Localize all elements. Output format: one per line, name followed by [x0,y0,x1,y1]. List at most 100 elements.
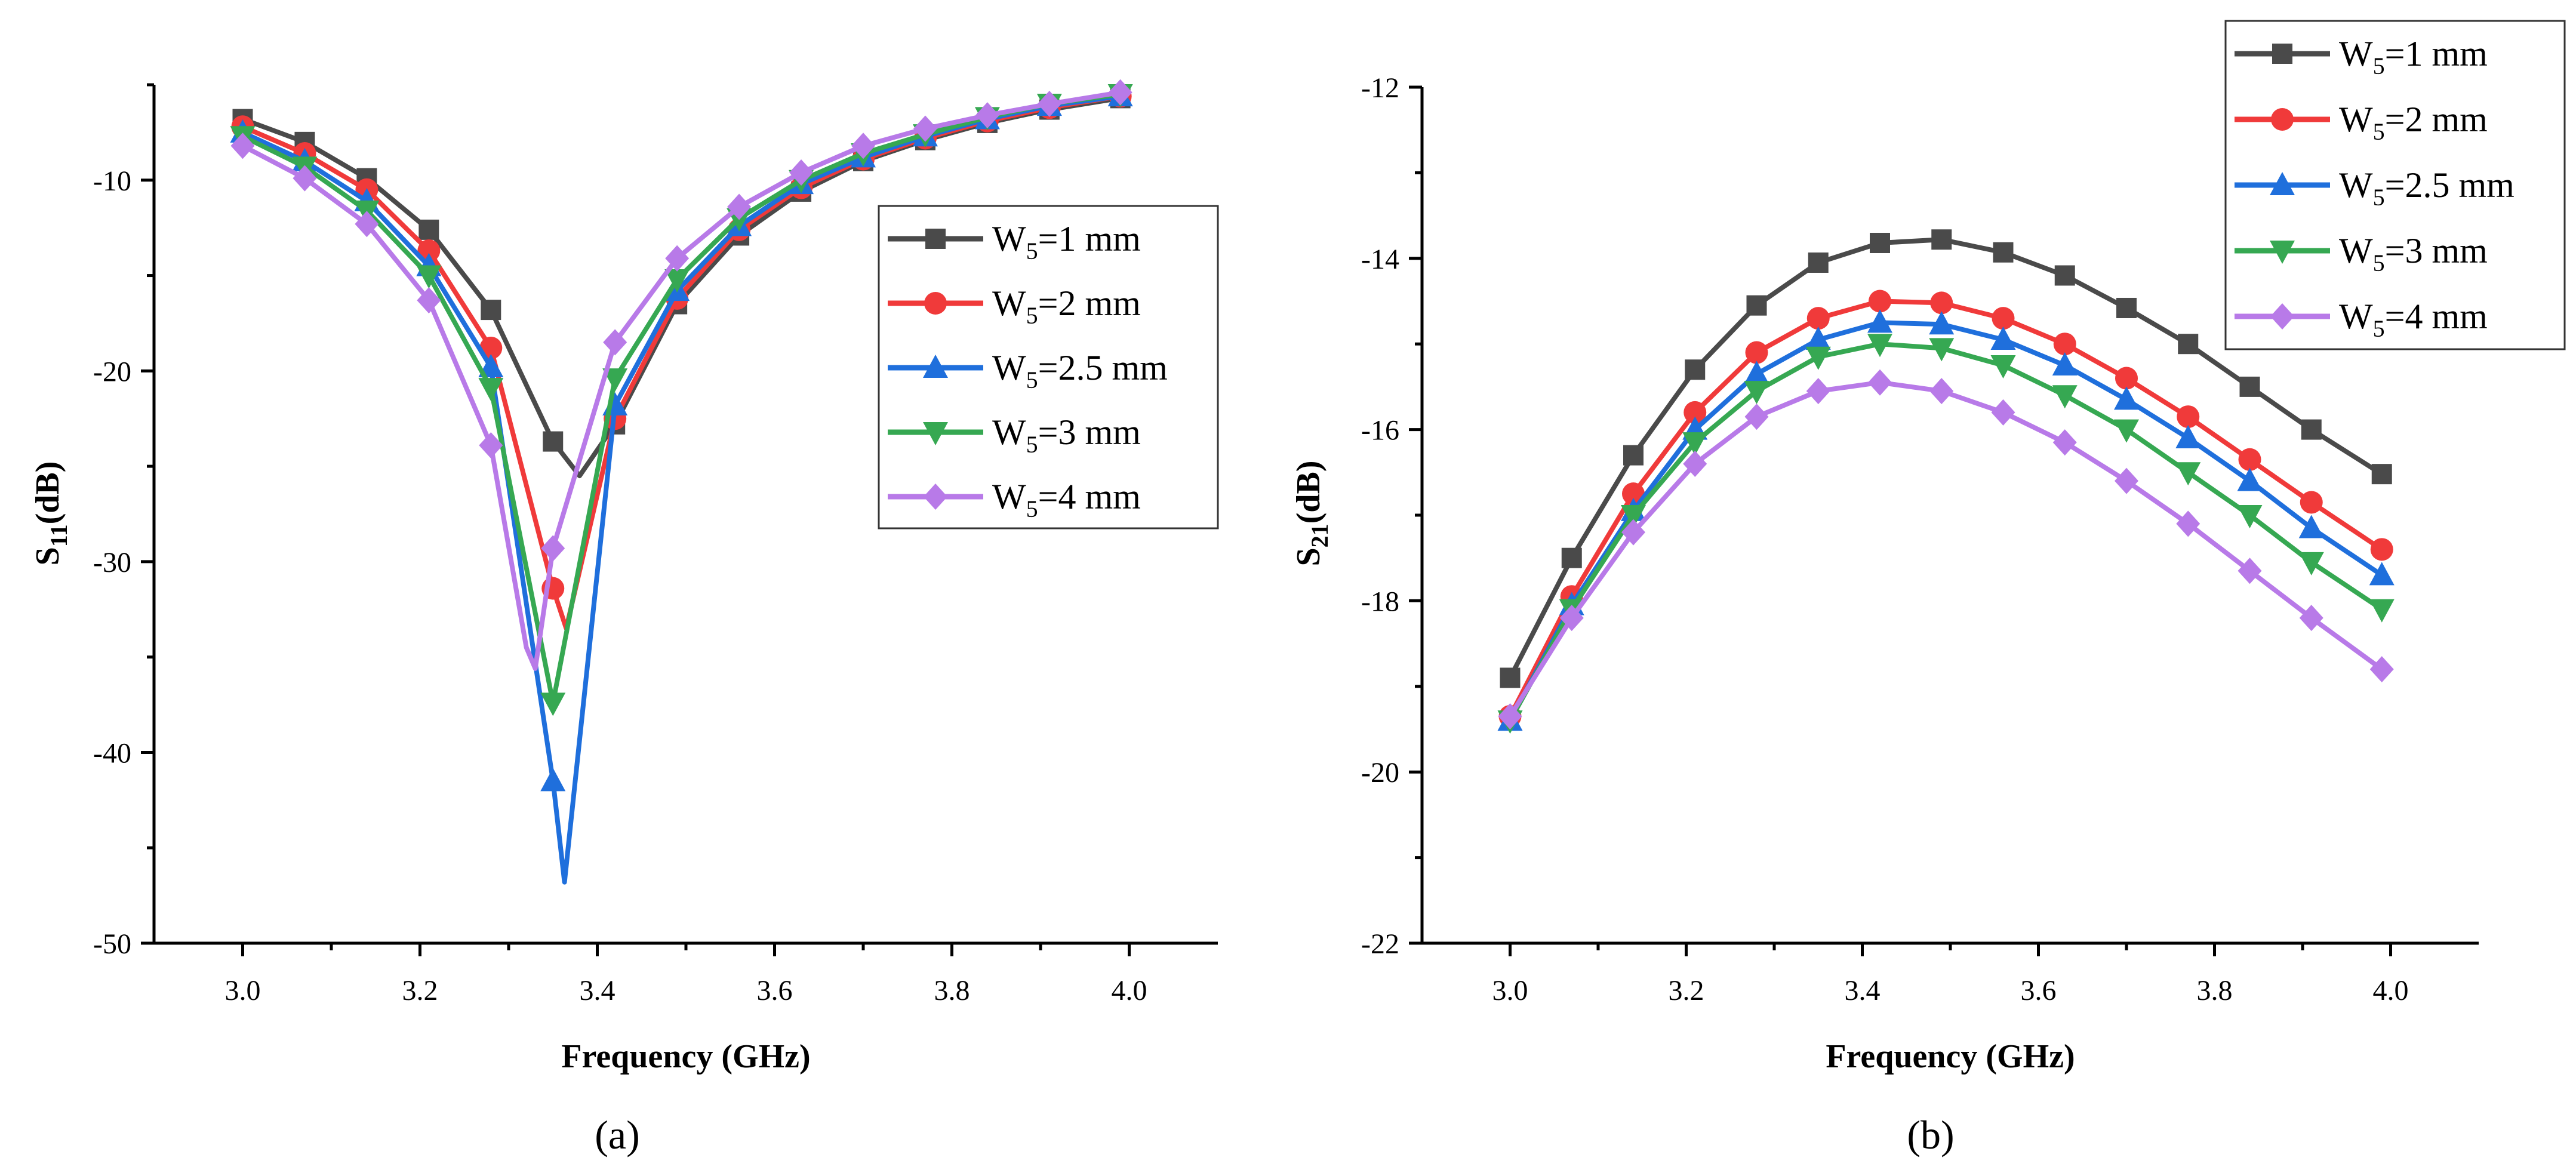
panel-b-data-point [1806,378,1830,405]
panel-b-data-point [1993,242,2014,263]
panel-b-data-point [2175,462,2201,486]
panel-b-data-point [1992,307,2015,330]
panel-a-data-point [603,329,627,356]
panel-b-y-tick-label: -20 [1361,757,1399,789]
panel-b-data-point [2299,605,2323,632]
panel-a-y-axis-title: S11(dB) [29,461,72,566]
panel-b-legend-label-sub: 5 [2373,118,2385,145]
panel-b-legend-marker [2270,303,2294,330]
panel-a-data-point [418,219,439,240]
panel-b-legend-marker [2272,44,2292,64]
panel-a-y-tick-label: -10 [93,165,131,197]
panel-b-data-point [2369,562,2395,586]
panel-a-x-tick-label: 4.0 [1112,975,1147,1006]
panel-a-data-point [479,432,503,458]
panel-b-data-point [1929,311,1955,335]
panel-a-legend-label: W5=4 mm [992,477,1141,522]
panel-b-x-tick-label: 3.0 [1492,975,1528,1006]
panel-a-y-axis-title-sub: 11 [45,524,72,547]
panel-b-y-tick-label: -22 [1361,928,1399,960]
panel-a-data-point [1037,90,1061,117]
panel-a-y-tick-label: -40 [93,737,131,769]
panel-a-legend-item: W5=2.5 mm [888,348,1168,393]
panel-a-data-point [416,265,442,289]
panel-b-data-point [2298,515,2324,538]
panel-a-legend-marker [923,355,948,378]
panel-b-data-point [2052,429,2077,456]
panel-a-caption: (a) [595,1112,639,1157]
panel-b-data-point [1805,327,1831,350]
panel-b-data-point [1498,703,1522,729]
panel-a-data-point [481,300,501,321]
panel-b-legend-label-main: W [2339,297,2373,336]
panel-b-data-point [2175,424,2201,448]
panel-b-data-point [2116,297,2137,318]
panel-a-data-point [543,431,564,452]
panel-b-data-point [2052,385,2078,409]
panel-a-data-point [664,269,690,293]
panel-a-legend-label-sub: 5 [1026,238,1038,264]
panel-a-ticks: 3.0 3.2 3.4 3.6 3.8 4.0 -50 -40 -30 -20 -10 [93,83,1147,1006]
panel-b-legend-label-main: W [2339,100,2373,139]
panel-b-legend-item: W5=3 mm [2235,231,2488,276]
panel-b-data-point [1930,291,1953,315]
panel-a-legend-marker [923,422,948,445]
panel-b-data-point [1929,338,1955,362]
panel-b-x-tick-label: 3.6 [2021,975,2057,1006]
panel-b-legend-label: W5=4 mm [2339,297,2488,342]
panel-b: 3.0 3.2 3.4 3.6 3.8 4.0 -22 -20 -18 -16 -14 -12 Fre… [1290,20,2566,1157]
panel-b-legend-label-sub: 5 [2373,250,2385,276]
panel-b-x-tick-label: 3.4 [1845,975,1881,1006]
panel-b-legend-label-main: W [2339,231,2373,270]
panel-a-x-tick-label: 3.0 [225,975,261,1006]
panel-a-data-point [478,378,504,402]
panel-b-data-point [2053,333,2076,356]
panel-b-data-point [2177,405,2200,429]
panel-a-legend-label: W5=3 mm [992,412,1141,458]
panel-a-legend-label-rest: =2 mm [1038,284,1141,323]
panel-a-data-point [913,115,937,142]
panel-b-x-tick-label: 3.2 [1669,975,1704,1006]
panel-a-legend-label-rest: =4 mm [1038,477,1141,516]
panel-a-x-tick-label: 3.4 [580,975,615,1006]
panel-b-legend-label-rest: =2.5 mm [2385,165,2515,205]
panel-a-data-point [417,287,441,314]
panel-b-legend-label-sub: 5 [2373,184,2385,211]
panel-a-legend-label-sub: 5 [1026,495,1038,522]
panel-b-data-point [2114,419,2139,443]
panel-b-data-point [1744,361,1769,384]
panel-b-legend-label-sub: 5 [2373,315,2385,342]
panel-b-y-axis-title-sub: 21 [1306,524,1333,547]
panel-a-legend-label-sub: 5 [1026,367,1038,393]
panel-a-data-point [665,245,690,272]
panel-b-data-point [1682,432,1708,456]
panel-b-data-point [2176,510,2200,537]
panel-b-legend-label: W5=2.5 mm [2339,165,2515,211]
panel-b-legend-label: W5=1 mm [2339,34,2488,79]
panel-a-legend-label-rest: =2.5 mm [1038,348,1168,387]
panel-b-data-point [2370,538,2393,561]
panel-a-data-point [1108,79,1132,106]
panel-b-data-point [2237,505,2263,528]
panel-a-legend-item: W5=4 mm [888,477,1141,522]
panel-b-x-axis-title: Frequency (GHz) [1826,1038,2075,1075]
panel-b-data-point [1867,309,1892,333]
panel-b-x-tick-label: 3.8 [2197,975,2233,1006]
panel-b-data-point [1868,369,1892,396]
panel-b-data-point [1929,378,1954,405]
panel-b-legend-marker [2270,172,2295,195]
panel-b-data-point [1990,327,2016,350]
panel-b-legend-item: W5=4 mm [2235,297,2488,342]
panel-a-legend-label-main: W [992,284,1026,323]
panel-b-legend-label-rest: =3 mm [2385,231,2488,270]
panel-b-data-point [2178,334,2199,355]
panel-b-data-point [1683,450,1707,477]
panel-a-y-axis-title-suffix: (dB) [29,461,66,525]
panel-b-data-point [2115,467,2138,494]
panel-b-data-point [1684,401,1707,424]
panel-a-y-axis-title-main: S [29,547,66,565]
panel-b-data-point [1623,445,1644,466]
panel-b-data-point [1806,307,1830,330]
